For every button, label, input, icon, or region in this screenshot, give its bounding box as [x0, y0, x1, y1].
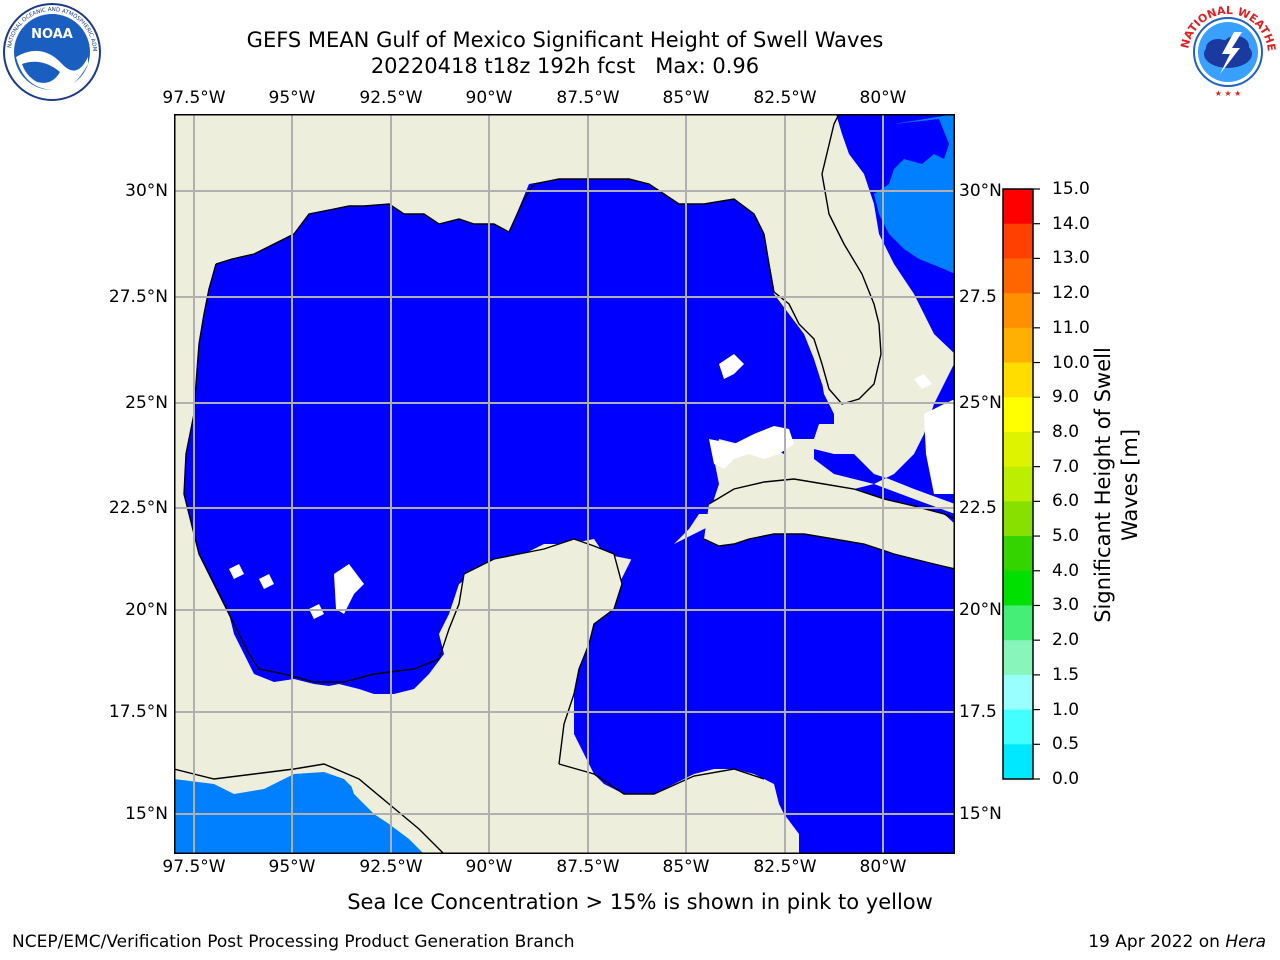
gulf-swell-field	[184, 179, 834, 694]
lat-tick-right-1: 30°N	[959, 181, 1002, 201]
chart-title: GEFS MEAN Gulf of Mexico Significant Hei…	[246, 28, 884, 52]
colorbar-tick-label: 12.0	[1052, 283, 1090, 304]
colorbar-band	[1003, 223, 1033, 259]
lon-tick-top-2: 95°W	[268, 88, 316, 108]
colorbar-tick-label: 9.0	[1052, 387, 1080, 408]
colorbar-band	[1003, 674, 1033, 711]
colorbar-band	[1003, 189, 1033, 225]
colorbar-tick-label: 0.0	[1052, 769, 1080, 789]
lon-tick-bottom-6: 85°W	[662, 857, 710, 877]
coastlines	[174, 114, 955, 854]
atlantic-swell-field	[569, 114, 955, 854]
noaa-logo: NOAA NATIONAL OCEANIC AND ATMOSPHERIC AD…	[2, 2, 101, 101]
colorbar-band	[1003, 605, 1033, 641]
lat-tick-right-7: 15°N	[959, 804, 1002, 824]
colorbar-band	[1003, 397, 1033, 433]
colorbar-tick-label: 13.0	[1052, 248, 1090, 269]
colorbar-tick-label: 5.0	[1052, 526, 1080, 547]
lon-tick-bottom-4: 90°W	[465, 857, 513, 877]
chart-subtitle: 20220418 t18z 192h fcst Max: 0.96	[370, 54, 760, 78]
colorbar-band	[1003, 709, 1033, 745]
colorbar-tick-label: 4.0	[1052, 560, 1080, 581]
colorbar-tick-label: 1.5	[1052, 664, 1080, 685]
national-weather-service-logo: NATIONAL WEATHER SERVICE ★ ★ ★	[1178, 2, 1278, 99]
lon-tick-bottom-8: 80°W	[859, 857, 907, 877]
colorbar-label: Significant Height of Swell Waves [m]	[1090, 347, 1144, 623]
lat-tick-left-6: 17.5°N	[108, 702, 168, 722]
lat-tick-right-4: 22.5	[959, 498, 997, 518]
atlantic-swell-mid	[874, 114, 955, 274]
lon-tick-bottom-3: 92.5°W	[359, 857, 423, 877]
map-border	[174, 114, 955, 854]
lat-tick-right-5: 20°N	[959, 600, 1002, 620]
footer-host: Hera	[1225, 932, 1266, 952]
colorbar-band	[1003, 744, 1033, 780]
yucatan-land	[349, 539, 622, 854]
lon-tick-top-5: 87.5°W	[556, 88, 620, 108]
colorbar	[1002, 188, 1040, 780]
colorbar-band	[1003, 362, 1033, 398]
colorbar-tick-label: 6.0	[1052, 491, 1080, 512]
lat-tick-left-5: 20°N	[125, 600, 168, 620]
colorbar-band	[1003, 570, 1033, 606]
footer-timestamp: 19 Apr 2022 on Hera	[1088, 932, 1266, 952]
colorbar-tick-label: 2.0	[1052, 630, 1080, 651]
colorbar-band	[1003, 431, 1033, 468]
graticule	[174, 114, 955, 854]
footer-date: 19 Apr 2022 on	[1088, 932, 1226, 952]
lon-tick-bottom-2: 95°W	[268, 857, 316, 877]
colorbar-tick-label: 15.0	[1052, 179, 1090, 199]
lat-tick-left-1: 30°N	[125, 181, 168, 201]
lon-tick-bottom-7: 82.5°W	[753, 857, 817, 877]
footer-credit: NCEP/EMC/Verification Post Processing Pr…	[12, 932, 575, 952]
colorbar-band	[1003, 293, 1033, 329]
lon-tick-bottom-5: 87.5°W	[556, 857, 620, 877]
lat-tick-right-6: 17.5	[959, 702, 997, 722]
colorbar-tick-label: 11.0	[1052, 317, 1090, 338]
svg-text:NOAA: NOAA	[31, 27, 73, 42]
lon-tick-top-1: 97.5°W	[162, 88, 226, 108]
lon-tick-bottom-1: 97.5°W	[162, 857, 226, 877]
svg-text:★ ★ ★: ★ ★ ★	[1215, 89, 1242, 98]
colorbar-tick-label: 7.0	[1052, 456, 1080, 477]
colorbar-tick-label: 1.0	[1052, 699, 1080, 720]
lat-tick-left-3: 25°N	[125, 393, 168, 413]
lat-tick-right-3: 25°N	[959, 393, 1002, 413]
colorbar-band	[1003, 536, 1033, 572]
colorbar-tick-label: 0.5	[1052, 734, 1080, 755]
lat-tick-left-2: 27.5°N	[108, 287, 168, 307]
colorbar-tick-label: 3.0	[1052, 595, 1080, 616]
sea-ice-caption-text: Sea Ice Concentration > 15% is shown in …	[347, 890, 933, 914]
lon-tick-top-7: 82.5°W	[753, 88, 817, 108]
lon-tick-top-4: 90°W	[465, 88, 513, 108]
lat-tick-left-7: 15°N	[125, 804, 168, 824]
map-frame	[174, 114, 955, 854]
colorbar-band	[1003, 640, 1033, 676]
sea-ice-caption: Sea Ice Concentration > 15% is shown in …	[0, 890, 1280, 914]
colorbar-tick-label: 8.0	[1052, 421, 1080, 442]
colorbar-tick-label: 10.0	[1052, 352, 1090, 373]
colorbar-band	[1003, 258, 1033, 294]
colorbar-band	[1003, 501, 1033, 537]
colorbar-label-line2: Waves [m]	[1118, 428, 1142, 542]
colorbar-tick-label: 14.0	[1052, 213, 1090, 234]
colorbar-band	[1003, 466, 1033, 502]
lat-tick-right-2: 27.5	[959, 287, 997, 307]
colorbar-label-line1: Significant Height of Swell	[1091, 347, 1115, 623]
lat-tick-left-4: 22.5°N	[108, 498, 168, 518]
no-data-patches	[229, 354, 955, 619]
lon-tick-top-3: 92.5°W	[359, 88, 423, 108]
lon-tick-top-6: 85°W	[662, 88, 710, 108]
colorbar-band	[1003, 327, 1033, 364]
lon-tick-top-8: 80°W	[859, 88, 907, 108]
